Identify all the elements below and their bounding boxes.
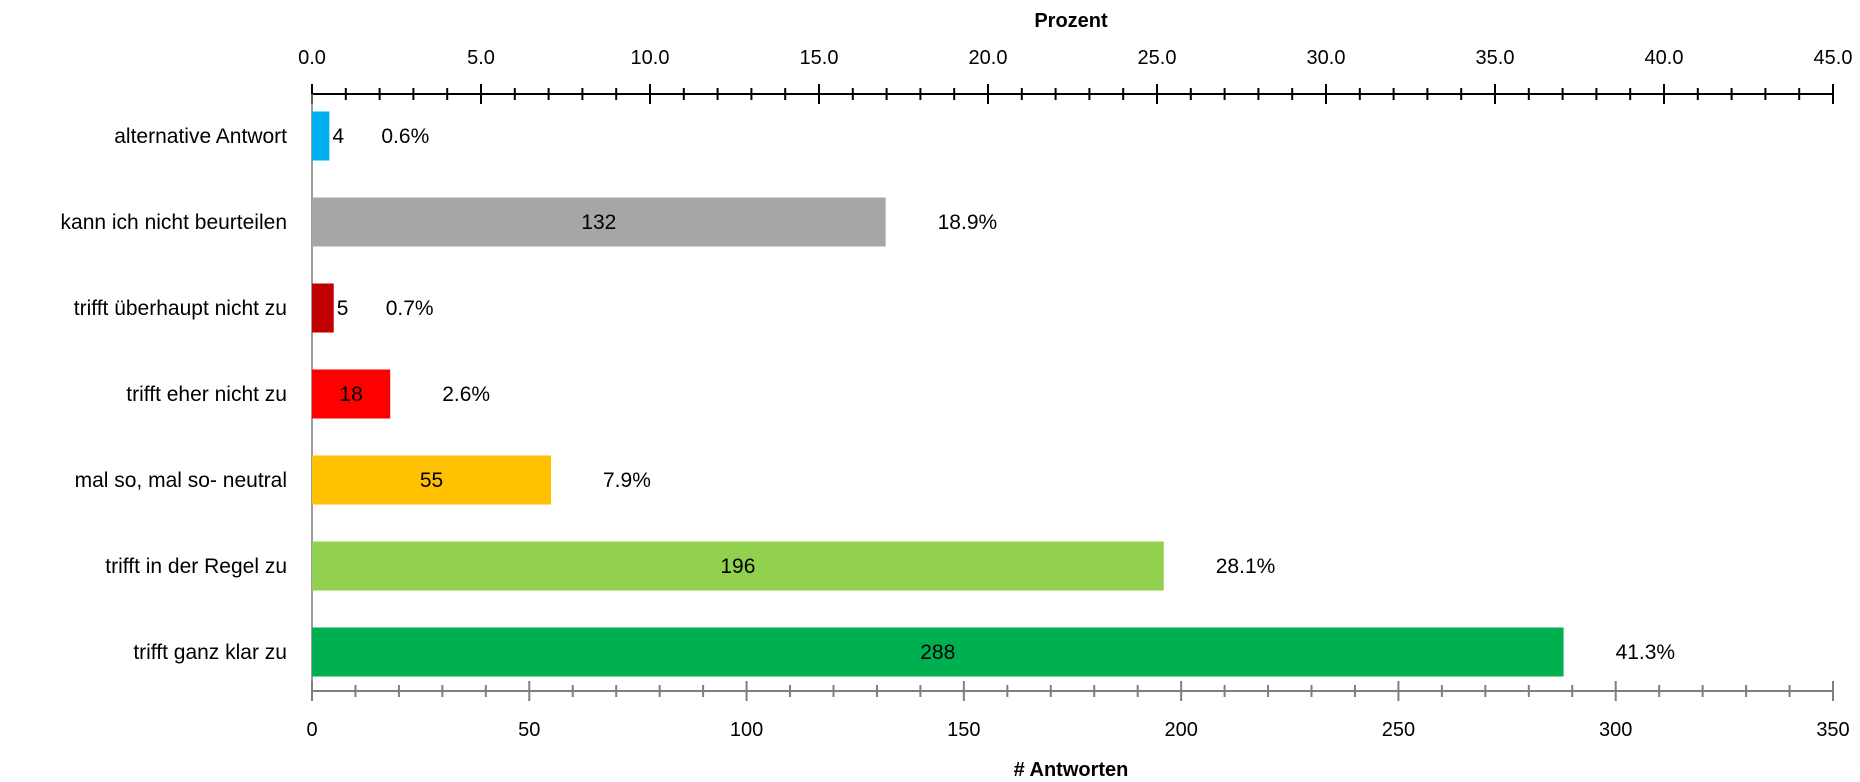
bars <box>312 111 1564 677</box>
percent-label: 41.3% <box>1616 641 1676 664</box>
x-axis-title: # Antworten <box>1014 759 1129 781</box>
value-label: 55 <box>420 469 443 492</box>
top-tick-label: 15.0 <box>800 47 839 69</box>
category-labels: alternative Antwort kann ich nicht beurte… <box>61 125 288 664</box>
top-tick-label: 40.0 <box>1645 47 1684 69</box>
bottom-tick-label: 200 <box>1164 719 1197 741</box>
value-label: 288 <box>920 641 955 664</box>
bar <box>312 197 886 247</box>
bottom-tick-label: 100 <box>730 719 763 741</box>
category-label: mal so, mal so- neutral <box>75 469 287 492</box>
category-label: kann ich nicht beurteilen <box>61 211 287 234</box>
bar <box>312 369 391 419</box>
category-label: trifft eher nicht zu <box>126 383 287 406</box>
bar <box>312 541 1164 591</box>
category-label: trifft in der Regel zu <box>105 555 287 578</box>
top-tick-label: 35.0 <box>1476 47 1515 69</box>
top-tick-label: 10.0 <box>631 47 670 69</box>
category-label: trifft überhaupt nicht zu <box>74 297 287 320</box>
top-tick-label: 0.0 <box>298 47 326 69</box>
value-label: 5 <box>337 297 349 320</box>
bottom-tick-label: 0 <box>306 719 317 741</box>
value-label: 18 <box>339 383 362 406</box>
percent-label: 18.9% <box>938 211 998 234</box>
bottom-tick-label: 300 <box>1599 719 1632 741</box>
bar <box>312 283 334 333</box>
top-axis-title: Prozent <box>1034 10 1108 32</box>
bar <box>312 111 330 161</box>
percent-label: 28.1% <box>1216 555 1276 578</box>
bottom-tick-label: 150 <box>947 719 980 741</box>
bottom-count-axis: 0 50 100 150 200 250 300 350 <box>306 94 1850 741</box>
bottom-tick-label: 250 <box>1382 719 1415 741</box>
category-label: trifft ganz klar zu <box>133 641 287 664</box>
data-labels: 4 0.6% 132 18.9% 5 0.7% 18 2.6% 55 7.9% 196 28.1% 28… <box>332 125 1675 664</box>
percent-label: 0.7% <box>386 297 434 320</box>
category-label: alternative Antwort <box>114 125 287 148</box>
percent-label: 7.9% <box>603 469 651 492</box>
percent-label: 2.6% <box>442 383 490 406</box>
top-tick-label: 30.0 <box>1307 47 1346 69</box>
top-percent-axis: 0.0 5.0 10.0 15.0 20.0 25.0 30.0 35.0 40.0 45.0 <box>298 47 1852 104</box>
value-label: 4 <box>332 125 344 148</box>
bar <box>312 455 552 505</box>
bottom-tick-label: 50 <box>518 719 540 741</box>
bar <box>312 627 1564 677</box>
percent-label: 0.6% <box>381 125 429 148</box>
bottom-tick-label: 350 <box>1816 719 1849 741</box>
top-tick-label: 5.0 <box>467 47 495 69</box>
top-tick-label: 45.0 <box>1814 47 1853 69</box>
value-label: 196 <box>720 555 755 578</box>
top-tick-label: 25.0 <box>1138 47 1177 69</box>
value-label: 132 <box>581 211 616 234</box>
top-tick-label: 20.0 <box>969 47 1008 69</box>
